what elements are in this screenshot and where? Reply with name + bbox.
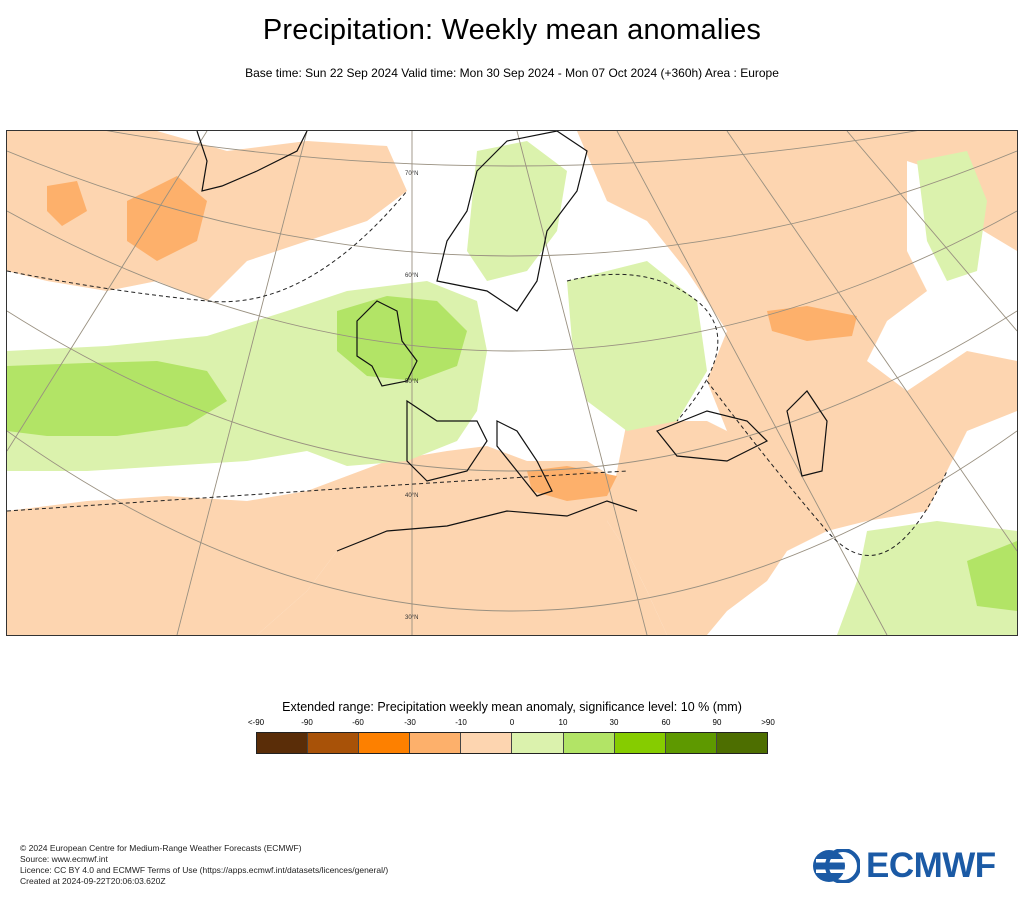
dry-anomaly-areas: [7, 131, 1017, 635]
legend-swatch-0: [257, 733, 308, 753]
italy-coast: [496, 420, 553, 497]
dry-medium-labrador: [47, 181, 87, 226]
wet-area-southeast: [837, 521, 1017, 635]
ecmwf-logo: ECMWF: [812, 846, 1008, 886]
legend-label: -60: [352, 718, 364, 727]
wet-medium-atlantic: [7, 361, 227, 436]
legend-label: <-90: [247, 718, 265, 727]
legend-swatch-4: [460, 733, 512, 753]
footer-line: Created at 2024-09-22T20:06:03.620Z: [20, 876, 166, 886]
lat-label-50: 50°N: [405, 379, 418, 385]
legend-label: 60: [661, 718, 671, 727]
caspian-coast: [786, 390, 828, 477]
dry-area-northwest-atlantic: [7, 131, 407, 301]
greenland-coast: [196, 131, 308, 192]
footer-line: © 2024 European Centre for Medium-Range …: [20, 843, 302, 853]
legend-label: 90: [712, 718, 722, 727]
wet-area-eastern-europe: [567, 261, 707, 431]
latitude-labels: 70°N 60°N 50°N 40°N 30°N: [405, 171, 418, 621]
dry-anomaly-medium-areas: [47, 176, 857, 501]
legend-labels: <-90 -90 -60 -30 -10 0 10 30 60 90 >90: [0, 718, 1024, 730]
legend-label: >90: [761, 718, 775, 727]
legend-label: 0: [509, 718, 515, 727]
lat-label-30: 30°N: [405, 615, 418, 621]
british-isles-coast: [356, 300, 418, 387]
legend-label: -30: [404, 718, 416, 727]
precipitation-anomaly-map: 70°N 60°N 50°N 40°N 30°N: [6, 130, 1018, 636]
wet-area-scandinavia: [467, 141, 567, 281]
legend-label: 10: [558, 718, 568, 727]
wet-area-ural: [917, 151, 987, 281]
significance-contours: [7, 190, 948, 556]
ecmwf-logo-icon: [813, 849, 860, 883]
wet-medium-mideast: [967, 541, 1017, 611]
black-sea-coast: [656, 410, 769, 462]
legend-label: -10: [455, 718, 467, 727]
map-subtitle: Base time: Sun 22 Sep 2024 Valid time: M…: [245, 66, 779, 80]
map-title: Precipitation: Weekly mean anomalies: [262, 14, 762, 46]
iberia-coast: [406, 399, 488, 482]
lat-label-70: 70°N: [405, 171, 418, 177]
legend-swatch-5: [511, 733, 563, 753]
legend-color-bar: [256, 732, 768, 754]
legend-label: -90: [301, 718, 313, 727]
legend-swatch-9: [715, 733, 767, 753]
legend-swatch-6: [562, 733, 614, 753]
ecmwf-logo-text: ECMWF: [866, 846, 996, 885]
legend-title: Extended range: Precipitation weekly mea…: [282, 700, 742, 714]
legend-label: 30: [609, 718, 619, 727]
coastlines: [196, 131, 828, 552]
scandinavia-coast: [436, 131, 588, 312]
dry-medium-caucasus: [767, 306, 857, 341]
graticule: [7, 131, 1017, 635]
dry-area-south-atlantic: [7, 491, 347, 635]
wet-anomaly-medium-areas: [7, 296, 1017, 611]
footer-credits: © 2024 European Centre for Medium-Range …: [20, 843, 388, 887]
footer-line: Source: www.ecmwf.int: [20, 854, 108, 864]
africa-coast: [336, 500, 638, 552]
lat-label-40: 40°N: [405, 493, 418, 499]
legend-swatch-7: [613, 733, 665, 753]
map-canvas: 70°N 60°N 50°N 40°N 30°N: [7, 131, 1017, 635]
dry-medium-greenland-sea: [127, 176, 207, 261]
legend-swatch-2: [358, 733, 410, 753]
legend-swatch-8: [664, 733, 716, 753]
lat-label-60: 60°N: [405, 273, 418, 279]
footer-line: Licence: CC BY 4.0 and ECMWF Terms of Us…: [20, 865, 389, 875]
dry-area-turkey-mideast: [607, 421, 827, 635]
legend-swatch-3: [409, 733, 461, 753]
legend-swatch-1: [307, 733, 359, 753]
